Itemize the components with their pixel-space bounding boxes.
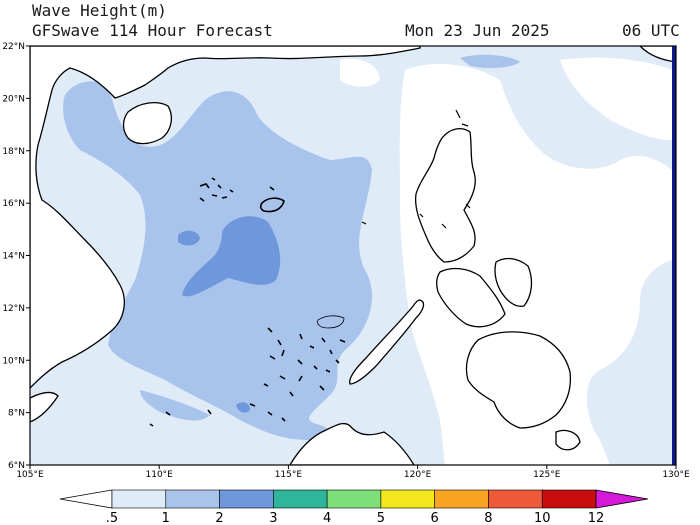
wave-band-2-3m	[236, 402, 250, 413]
land-palawan	[349, 299, 425, 385]
colorbar-segment	[488, 489, 543, 509]
land-islands-east	[555, 429, 581, 451]
calm-water-area	[340, 58, 380, 87]
lon-label: 115°E	[275, 470, 303, 480]
colorbar-label: 5	[377, 511, 385, 525]
longitude-axis: 105°E 110°E 115°E 120°E 125°E 130°E	[16, 465, 690, 480]
wave-band-2-3m	[178, 230, 200, 246]
colorbar-segment	[165, 489, 220, 509]
lat-label: 14°N	[2, 252, 25, 262]
colorbar-segment	[541, 489, 597, 509]
wave-band-2-3m	[182, 216, 281, 297]
colorbar-label: 1	[162, 511, 170, 525]
colorbar-segment	[380, 489, 435, 509]
land-visayas	[436, 267, 506, 328]
colorbar-segment	[273, 489, 328, 509]
lat-label: 8°N	[8, 409, 25, 419]
land-hainan	[122, 101, 173, 145]
colorbar-label: 4	[323, 511, 331, 525]
lat-label: 10°N	[2, 356, 25, 366]
colorbar-low-arrow	[59, 489, 113, 509]
map-right-edge-strip	[672, 46, 676, 465]
wave-band-1-2m	[460, 54, 520, 69]
lat-label: 22°N	[2, 42, 25, 52]
land-mindanao	[465, 331, 572, 429]
lat-label: 12°N	[2, 304, 25, 314]
lon-label: 130°E	[662, 470, 690, 480]
calm-water-area	[560, 57, 672, 140]
land-samar-leyte	[494, 257, 533, 307]
colorbar-segment	[326, 489, 382, 509]
map-variable-title: Wave Height(m)	[32, 1, 167, 20]
model-forecast-title: GFSwave 114 Hour Forecast	[32, 21, 273, 40]
colorbar-label: .5	[106, 511, 118, 525]
land-luzon	[414, 127, 476, 263]
lat-label: 18°N	[2, 147, 25, 157]
colorbar-segment	[111, 489, 167, 509]
colorbar-label: 8	[484, 511, 492, 525]
lon-label: 110°E	[146, 470, 174, 480]
lat-label: 16°N	[2, 199, 25, 209]
colorbar-label: 6	[431, 511, 439, 525]
paracel-islands	[199, 177, 285, 213]
colorbar-segment	[219, 489, 274, 509]
lat-label: 6°N	[8, 461, 25, 471]
colorbar-label: 12	[588, 511, 605, 525]
land-southeast-asia	[30, 391, 59, 423]
spratly-islands	[149, 315, 346, 427]
wave-height-colorbar: .5 1 2 3 4 5 6 8 10 12	[59, 489, 649, 525]
forecast-date: Mon 23 Jun 2025	[405, 21, 550, 40]
luzon-outer-islands	[361, 109, 471, 229]
map-field	[30, 46, 676, 465]
land-mainland-asia	[30, 46, 421, 389]
colorbar-high-arrow	[595, 489, 649, 509]
latitude-axis: 6°N 8°N 10°N 12°N 14°N 16°N 18°N 20°N 22°N	[2, 42, 30, 471]
forecast-time: 06 UTC	[622, 21, 680, 40]
colorbar-label: 2	[215, 511, 223, 525]
wave-band-1-2m	[140, 390, 210, 421]
colorbar-label: 10	[534, 511, 551, 525]
colorbar-segment	[434, 489, 489, 509]
lon-label: 125°E	[533, 470, 561, 480]
lon-label: 105°E	[16, 470, 44, 480]
colorbar-label: 3	[269, 511, 277, 525]
land-borneo	[289, 422, 415, 465]
lon-label: 120°E	[404, 470, 432, 480]
lat-label: 20°N	[2, 94, 25, 104]
land-taiwan-fragment	[639, 46, 676, 63]
